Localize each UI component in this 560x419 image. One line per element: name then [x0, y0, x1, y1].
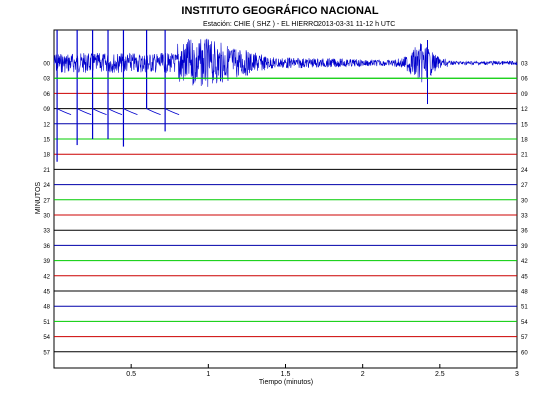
- left-minute-label: 45: [43, 290, 50, 296]
- left-minute-label: 48: [43, 305, 50, 311]
- left-minute-label: 06: [43, 92, 50, 98]
- event-tail: [146, 108, 161, 116]
- event-tail: [164, 108, 180, 116]
- right-minute-label: 42: [521, 259, 528, 265]
- right-minute-label: 60: [521, 350, 528, 356]
- left-minute-label: 30: [43, 214, 50, 220]
- x-tick-label: 2: [361, 371, 365, 378]
- left-minute-label: 24: [43, 183, 50, 189]
- left-minute-label: 57: [43, 350, 50, 356]
- x-axis-ticks: 0.5 1 1.5 2 2.5 3: [126, 364, 519, 378]
- right-minute-label: 51: [521, 305, 528, 311]
- right-minute-label: 45: [521, 274, 528, 280]
- x-tick-label: 3: [515, 371, 519, 378]
- right-minute-label: 24: [521, 168, 528, 174]
- x-axis-label: Tiempo (minutos): [259, 379, 313, 386]
- station-label: Estación: CHIE ( SHZ ) - EL HIERRO: [203, 21, 319, 28]
- left-minute-label: 15: [43, 138, 50, 144]
- right-minute-label: 15: [521, 122, 528, 128]
- right-minute-label: 36: [521, 229, 528, 235]
- event-tail: [76, 108, 92, 116]
- left-minute-label: 18: [43, 153, 50, 159]
- event-tail: [123, 108, 138, 116]
- right-minute-label: 39: [521, 244, 528, 250]
- right-minute-label: 06: [521, 77, 528, 83]
- right-minute-label: 21: [521, 153, 528, 159]
- right-minute-label: 03: [521, 62, 528, 68]
- left-minute-label: 51: [43, 320, 50, 326]
- x-tick-label: 2.5: [435, 371, 445, 378]
- chart-title: INSTITUTO GEOGRÁFICO NACIONAL: [181, 5, 379, 17]
- right-minute-label: 54: [521, 320, 528, 326]
- event-tail: [92, 108, 107, 116]
- right-minute-label: 48: [521, 290, 528, 296]
- right-minute-label: 27: [521, 183, 528, 189]
- seismic-signal: [53, 30, 518, 162]
- x-tick-label: 1.5: [281, 371, 291, 378]
- left-minute-label: 00: [43, 62, 50, 68]
- left-minute-label: 39: [43, 259, 50, 265]
- datetime-label: 2013-03-31 11-12 h UTC: [318, 21, 396, 28]
- left-minute-label: 54: [43, 335, 50, 341]
- right-minute-label: 18: [521, 138, 528, 144]
- signal-waveform: [53, 38, 518, 87]
- right-minute-label: 57: [521, 335, 528, 341]
- right-minute-label: 33: [521, 214, 528, 220]
- left-minute-label: 12: [43, 122, 50, 128]
- trace-lines: [54, 77, 517, 353]
- x-tick-label: 0.5: [126, 371, 136, 378]
- left-minute-label: 42: [43, 274, 50, 280]
- left-minute-label: 27: [43, 198, 50, 204]
- right-minute-label: 09: [521, 92, 528, 98]
- event-tail: [107, 108, 123, 116]
- y-axis-label: MINUTOS: [35, 182, 42, 214]
- left-minute-labels: 00 03 06 09 12 15 18 21 24 27 30 33 36 39 42 45 48 51 54 57: [43, 62, 50, 357]
- left-minute-label: 03: [43, 77, 50, 83]
- left-minute-label: 09: [43, 107, 50, 113]
- right-minute-label: 12: [521, 107, 528, 113]
- right-minute-labels: 03 06 09 12 15 18 21 24 27 30 33 36 39 42 45 48 51 54 57 60: [521, 62, 528, 357]
- event-tail: [56, 108, 72, 116]
- left-minute-label: 33: [43, 229, 50, 235]
- right-minute-label: 30: [521, 198, 528, 204]
- x-tick-label: 1: [206, 371, 210, 378]
- left-minute-label: 21: [43, 168, 50, 174]
- left-minute-label: 36: [43, 244, 50, 250]
